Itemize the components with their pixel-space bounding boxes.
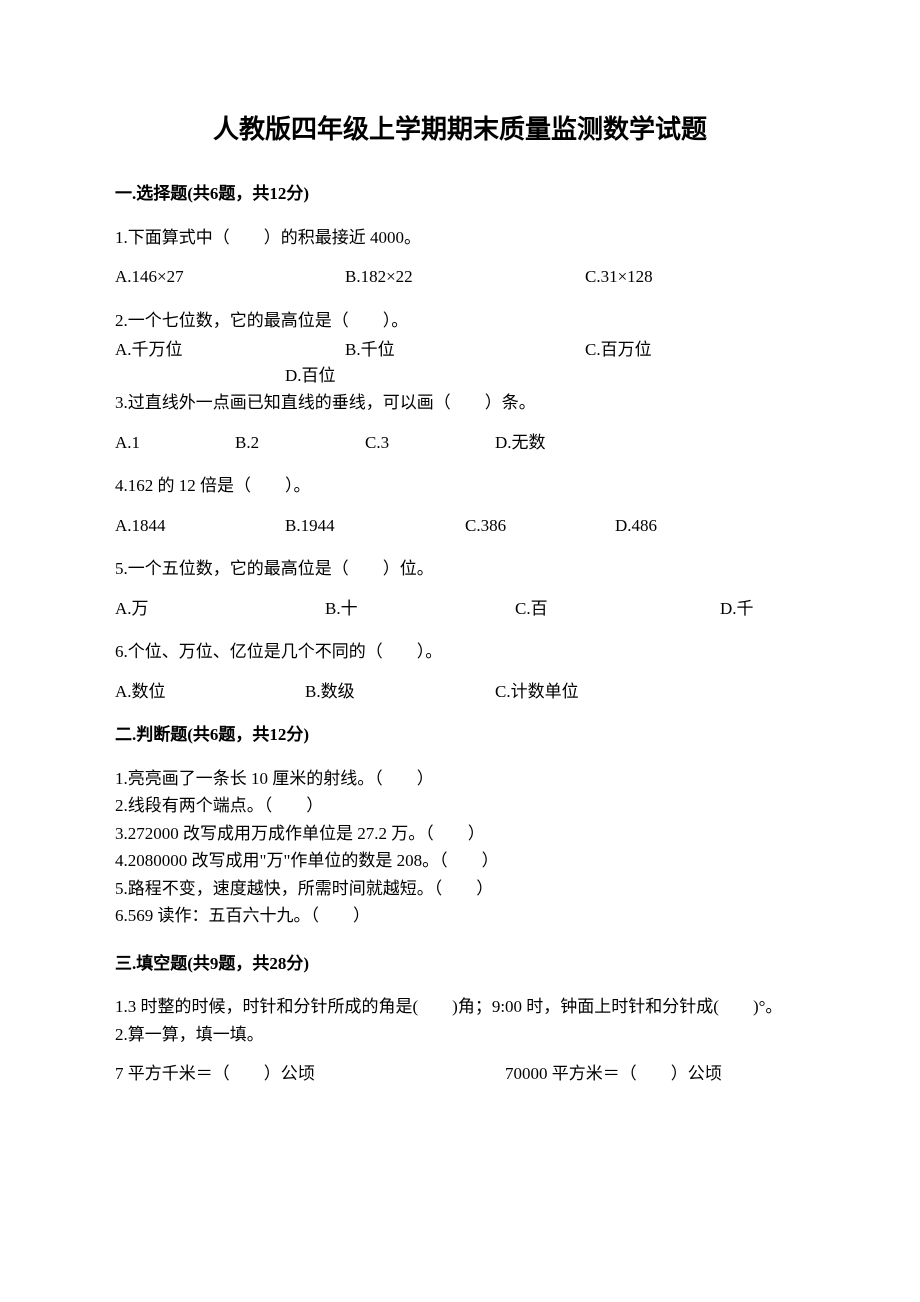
question-1-6: 6.个位、万位、亿位是几个不同的（ ）。 A.数位 B.数级 C.计数单位 xyxy=(115,639,805,704)
question-text: 5.一个五位数，它的最高位是（ ）位。 xyxy=(115,556,805,582)
question-3-2: 2.算一算，填一填。 xyxy=(115,1022,805,1048)
question-text: 3.过直线外一点画已知直线的垂线，可以画（ ）条。 xyxy=(115,390,805,416)
fill-3-2a: 7 平方千米＝（ ）公顷 xyxy=(115,1061,505,1087)
option-c: C.386 xyxy=(465,513,615,539)
option-a: A.数位 xyxy=(115,679,305,705)
section-2-heading: 二.判断题(共6题，共12分) xyxy=(115,722,805,748)
page-title: 人教版四年级上学期期末质量监测数学试题 xyxy=(115,110,805,149)
question-2-6: 6.569 读作：五百六十九。（ ） xyxy=(115,903,805,929)
question-1-4: 4.162 的 12 倍是（ ）。 A.1844 B.1944 C.386 D.… xyxy=(115,473,805,538)
option-b: B.1944 xyxy=(285,513,465,539)
option-a: A.千万位 xyxy=(115,337,345,363)
question-text: 6.个位、万位、亿位是几个不同的（ ）。 xyxy=(115,639,805,665)
question-1-2: 2.一个七位数，它的最高位是（ ）。 A.千万位 B.千位 C.百万位 D.百位 xyxy=(115,308,805,389)
option-b: B.182×22 xyxy=(345,264,585,290)
option-c: C.计数单位 xyxy=(495,679,579,705)
option-c: C.百 xyxy=(515,596,720,622)
question-1-3: 3.过直线外一点画已知直线的垂线，可以画（ ）条。 A.1 B.2 C.3 D.… xyxy=(115,390,805,455)
option-b: B.2 xyxy=(235,430,365,456)
question-text: 2.一个七位数，它的最高位是（ ）。 xyxy=(115,308,805,334)
question-2-1: 1.亮亮画了一条长 10 厘米的射线。（ ） xyxy=(115,766,805,792)
option-c: C.31×128 xyxy=(585,264,653,290)
question-1-5: 5.一个五位数，它的最高位是（ ）位。 A.万 B.十 C.百 D.千 xyxy=(115,556,805,621)
option-d: D.百位 xyxy=(115,363,805,389)
option-a: A.1844 xyxy=(115,513,285,539)
option-c: C.3 xyxy=(365,430,495,456)
option-b: B.十 xyxy=(325,596,515,622)
option-d: D.486 xyxy=(615,513,657,539)
fill-3-2b: 70000 平方米＝（ ）公顷 xyxy=(505,1061,722,1087)
option-c: C.百万位 xyxy=(585,337,652,363)
question-2-3: 3.272000 改写成用万成作单位是 27.2 万。（ ） xyxy=(115,821,805,847)
question-2-5: 5.路程不变，速度越快，所需时间就越短。（ ） xyxy=(115,876,805,902)
question-text: 1.下面算式中（ ）的积最接近 4000。 xyxy=(115,225,805,251)
option-d: D.无数 xyxy=(495,430,546,456)
option-a: A.1 xyxy=(115,430,235,456)
option-b: B.千位 xyxy=(345,337,585,363)
option-a: A.146×27 xyxy=(115,264,345,290)
option-a: A.万 xyxy=(115,596,325,622)
option-b: B.数级 xyxy=(305,679,495,705)
question-text: 4.162 的 12 倍是（ ）。 xyxy=(115,473,805,499)
question-1-1: 1.下面算式中（ ）的积最接近 4000。 A.146×27 B.182×22 … xyxy=(115,225,805,290)
question-3-1: 1.3 时整的时候，时针和分针所成的角是( )角；9:00 时，钟面上时针和分针… xyxy=(115,994,805,1020)
question-2-4: 4.2080000 改写成用"万"作单位的数是 208。（ ） xyxy=(115,848,805,874)
option-d: D.千 xyxy=(720,596,754,622)
question-2-2: 2.线段有两个端点。（ ） xyxy=(115,793,805,819)
section-3-heading: 三.填空题(共9题，共28分) xyxy=(115,951,805,977)
section-1-heading: 一.选择题(共6题，共12分) xyxy=(115,181,805,207)
